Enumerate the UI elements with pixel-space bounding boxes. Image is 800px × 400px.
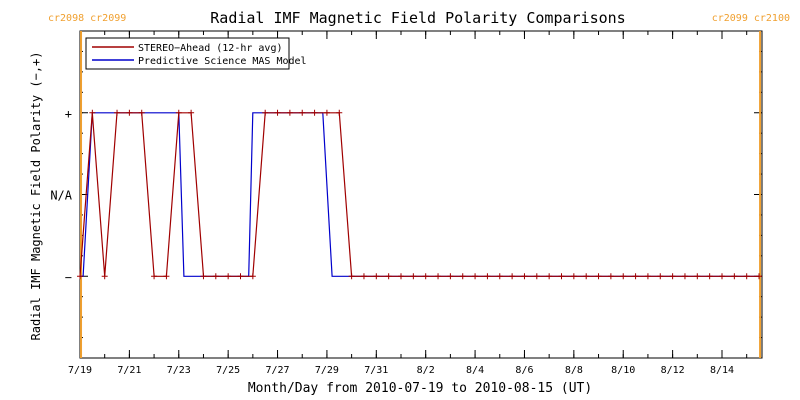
data-point (397, 273, 404, 280)
data-point (410, 273, 417, 280)
x-tick-label: 8/12 (661, 365, 685, 376)
data-point (299, 109, 306, 116)
data-point (472, 273, 479, 280)
data-point (89, 109, 96, 116)
data-point (336, 109, 343, 116)
data-point (595, 273, 602, 280)
x-tick-label: 7/31 (364, 365, 388, 376)
data-point (521, 273, 528, 280)
data-point (163, 273, 170, 280)
data-point (731, 273, 738, 280)
data-point (620, 273, 627, 280)
data-point (286, 109, 293, 116)
data-point (348, 273, 355, 280)
data-point (509, 273, 516, 280)
x-tick-label: 8/14 (710, 365, 734, 376)
series-stereo-ahead (77, 109, 763, 280)
data-point (274, 109, 281, 116)
x-tick-label: 8/6 (515, 365, 533, 376)
y-tick-label: + (65, 107, 72, 121)
axis-ticks: 7/19 7/21 7/23 7/25 7/27 7/29 7/31 8/2 8/4 8/6 8/8… (50, 30, 762, 376)
carrington-rotation-label: cr2099 cr2100 (712, 13, 790, 24)
data-point (644, 273, 651, 280)
data-point (681, 273, 688, 280)
data-point (200, 273, 207, 280)
data-point (323, 109, 330, 116)
x-tick-label: 8/8 (565, 365, 583, 376)
data-point (459, 273, 466, 280)
data-point (706, 273, 713, 280)
y-tick-label: − (65, 270, 72, 284)
legend-label: STEREO−Ahead (12-hr avg) (138, 43, 283, 54)
data-point (533, 273, 540, 280)
data-point (225, 273, 232, 280)
data-point (151, 273, 158, 280)
data-point (484, 273, 491, 280)
data-point (262, 109, 269, 116)
data-point (558, 273, 565, 280)
legend-label: Predictive Science MAS Model (138, 56, 307, 67)
x-tick-label: 7/27 (265, 365, 289, 376)
data-point (101, 273, 108, 280)
data-point (607, 273, 614, 280)
data-point (632, 273, 639, 280)
x-tick-label: 8/4 (466, 365, 484, 376)
data-point (546, 273, 553, 280)
x-tick-label: 8/2 (417, 365, 435, 376)
data-point (237, 273, 244, 280)
data-point (422, 273, 429, 280)
chart-title: Radial IMF Magnetic Field Polarity Compa… (210, 9, 625, 27)
y-tick-label: N/A (50, 189, 72, 203)
data-point (360, 273, 367, 280)
data-point (496, 273, 503, 280)
data-point (188, 109, 195, 116)
data-point (743, 273, 750, 280)
data-point (694, 273, 701, 280)
data-point (756, 273, 763, 280)
data-point (175, 109, 182, 116)
data-point (570, 273, 577, 280)
data-point (114, 109, 121, 116)
carrington-markers: cr2098 cr2099 cr2099 cr2100 (48, 13, 790, 358)
data-point (249, 273, 256, 280)
x-tick-label: 7/19 (68, 365, 92, 376)
y-axis-label: Radial IMF Magnetic Field Polarity (−,+) (29, 52, 43, 341)
data-point (77, 273, 83, 280)
x-tick-label: 7/23 (167, 365, 191, 376)
data-point (385, 273, 392, 280)
x-tick-label: 8/10 (611, 365, 635, 376)
legend-box (85, 37, 290, 70)
data-point (126, 109, 133, 116)
data-point (669, 273, 676, 280)
legend: STEREO−Ahead (12-hr avg) Predictive Scien… (85, 37, 307, 70)
x-tick-label: 7/29 (315, 365, 339, 376)
data-point (657, 273, 664, 280)
data-point (447, 273, 454, 280)
x-axis-label: Month/Day from 2010-07-19 to 2010-08-15 … (248, 381, 592, 396)
data-point (583, 273, 590, 280)
x-tick-label: 7/21 (117, 365, 141, 376)
data-point (718, 273, 725, 280)
x-tick-label: 7/25 (216, 365, 240, 376)
data-point (212, 273, 219, 280)
carrington-rotation-label: cr2098 cr2099 (48, 13, 126, 24)
data-point (435, 273, 442, 280)
data-point (138, 109, 145, 116)
data-point (373, 273, 380, 280)
series-layer (77, 109, 763, 280)
data-point (311, 109, 318, 116)
